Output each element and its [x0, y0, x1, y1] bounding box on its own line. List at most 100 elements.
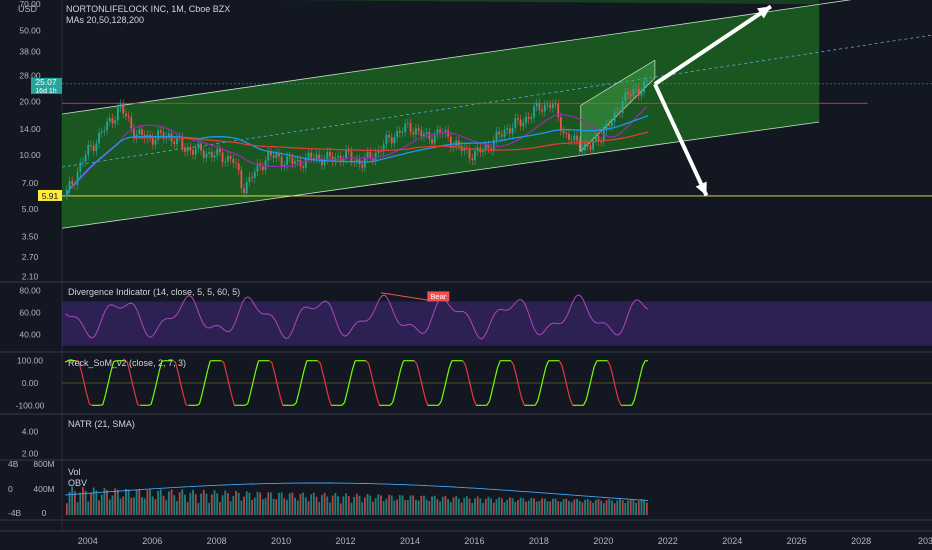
candle [227, 155, 229, 162]
volume-bar [562, 499, 565, 515]
candle [98, 132, 100, 144]
arrow-shaft [653, 83, 709, 197]
rsom-segment [271, 362, 276, 374]
candle [436, 129, 439, 135]
volume-bar [278, 492, 280, 515]
candle [498, 131, 501, 135]
volume-bar [176, 501, 178, 515]
volume-bar [508, 497, 511, 515]
volume-bar [103, 487, 106, 515]
time-tick: 2022 [658, 536, 678, 546]
rsom-segment [322, 373, 327, 386]
candle [221, 152, 224, 163]
candle [484, 144, 487, 151]
candle [586, 143, 589, 146]
candle [337, 155, 339, 158]
candle [500, 134, 503, 137]
arrow-head [695, 181, 707, 196]
volume-bar [73, 491, 76, 515]
rsom-segment [569, 398, 574, 406]
volume-bar [619, 499, 621, 515]
volume-bar [463, 497, 466, 515]
ma-legend[interactable]: MAs 20,50,128,200 [66, 15, 145, 25]
rsom-segment [341, 402, 345, 406]
time-tick: 2018 [529, 536, 549, 546]
volume-bar [243, 496, 245, 515]
rsom-segment [558, 360, 563, 366]
candle [369, 151, 372, 158]
obv-label[interactable]: OBV [68, 478, 88, 488]
candle [530, 117, 533, 119]
candle [157, 130, 160, 140]
rsom-segment [537, 389, 542, 401]
volume-bar [79, 492, 82, 515]
symbol-title[interactable]: NORTONLIFELOCK INC, 1M, Cboe BZX [66, 4, 231, 14]
candle [613, 112, 616, 122]
candle [398, 130, 401, 133]
candle [261, 166, 264, 170]
volume-bar [479, 498, 482, 515]
volume-bar [468, 498, 471, 515]
volume-bar [245, 491, 248, 515]
volume-bar [447, 498, 450, 515]
volume-bar [221, 495, 224, 515]
candle [374, 152, 377, 161]
volume-bar [141, 497, 143, 515]
price-tick: 38.00 [19, 47, 41, 57]
volume-bar [412, 495, 415, 515]
candle [643, 81, 646, 93]
volume-bar [474, 498, 476, 515]
candle [390, 137, 393, 144]
price-tick: 14.00 [19, 124, 41, 134]
candle [167, 133, 170, 136]
candle [527, 116, 530, 119]
volume-bar [138, 489, 141, 515]
volume-bar [315, 496, 318, 515]
volume-bar [533, 498, 535, 515]
volume-bar [82, 487, 84, 515]
volume-bar [65, 503, 68, 515]
natr-label[interactable]: NATR (21, SMA) [68, 419, 135, 429]
volume-bar [267, 492, 270, 515]
divergence-tick: 60.00 [19, 308, 41, 318]
volume-bar [506, 499, 509, 515]
volume-bar [629, 499, 632, 515]
price-tick: 20.00 [19, 96, 41, 106]
volume-bar [159, 489, 162, 515]
rsom-segment [521, 398, 525, 406]
candle [447, 130, 450, 137]
volume-bar [417, 500, 420, 515]
volume-bar [253, 497, 256, 515]
candle [449, 136, 452, 148]
divergence-label[interactable]: Divergence Indicator (14, close, 5, 5, 6… [68, 287, 241, 297]
candle [495, 131, 498, 140]
volume-bar [431, 496, 433, 515]
rsom-segment [180, 383, 184, 396]
candle [119, 103, 122, 108]
rsom-segment [641, 360, 646, 367]
candle [149, 134, 151, 138]
candle [229, 155, 232, 159]
rsom-label[interactable]: Reck_SoM_v2 (close, 2, 7, 3) [68, 358, 187, 368]
candle [200, 143, 202, 151]
volume-bar [616, 500, 619, 515]
candle [632, 89, 635, 96]
rsom-segment [220, 360, 224, 363]
rsom-segment [161, 360, 165, 362]
bear-label: Bear [430, 292, 446, 301]
candle [302, 166, 305, 168]
vol-label[interactable]: Vol [68, 467, 81, 477]
rsom-segment [394, 379, 399, 392]
volume-bar [186, 502, 189, 515]
rsom-segment [113, 360, 117, 363]
volume-bar [213, 490, 216, 515]
candle [565, 133, 568, 135]
rsom-segment [612, 376, 617, 389]
volume-bar [194, 494, 197, 515]
candle [270, 150, 272, 156]
volume-bar [116, 489, 119, 515]
volume-bar [291, 492, 294, 515]
candle [401, 131, 404, 133]
rsom-segment [515, 375, 520, 388]
